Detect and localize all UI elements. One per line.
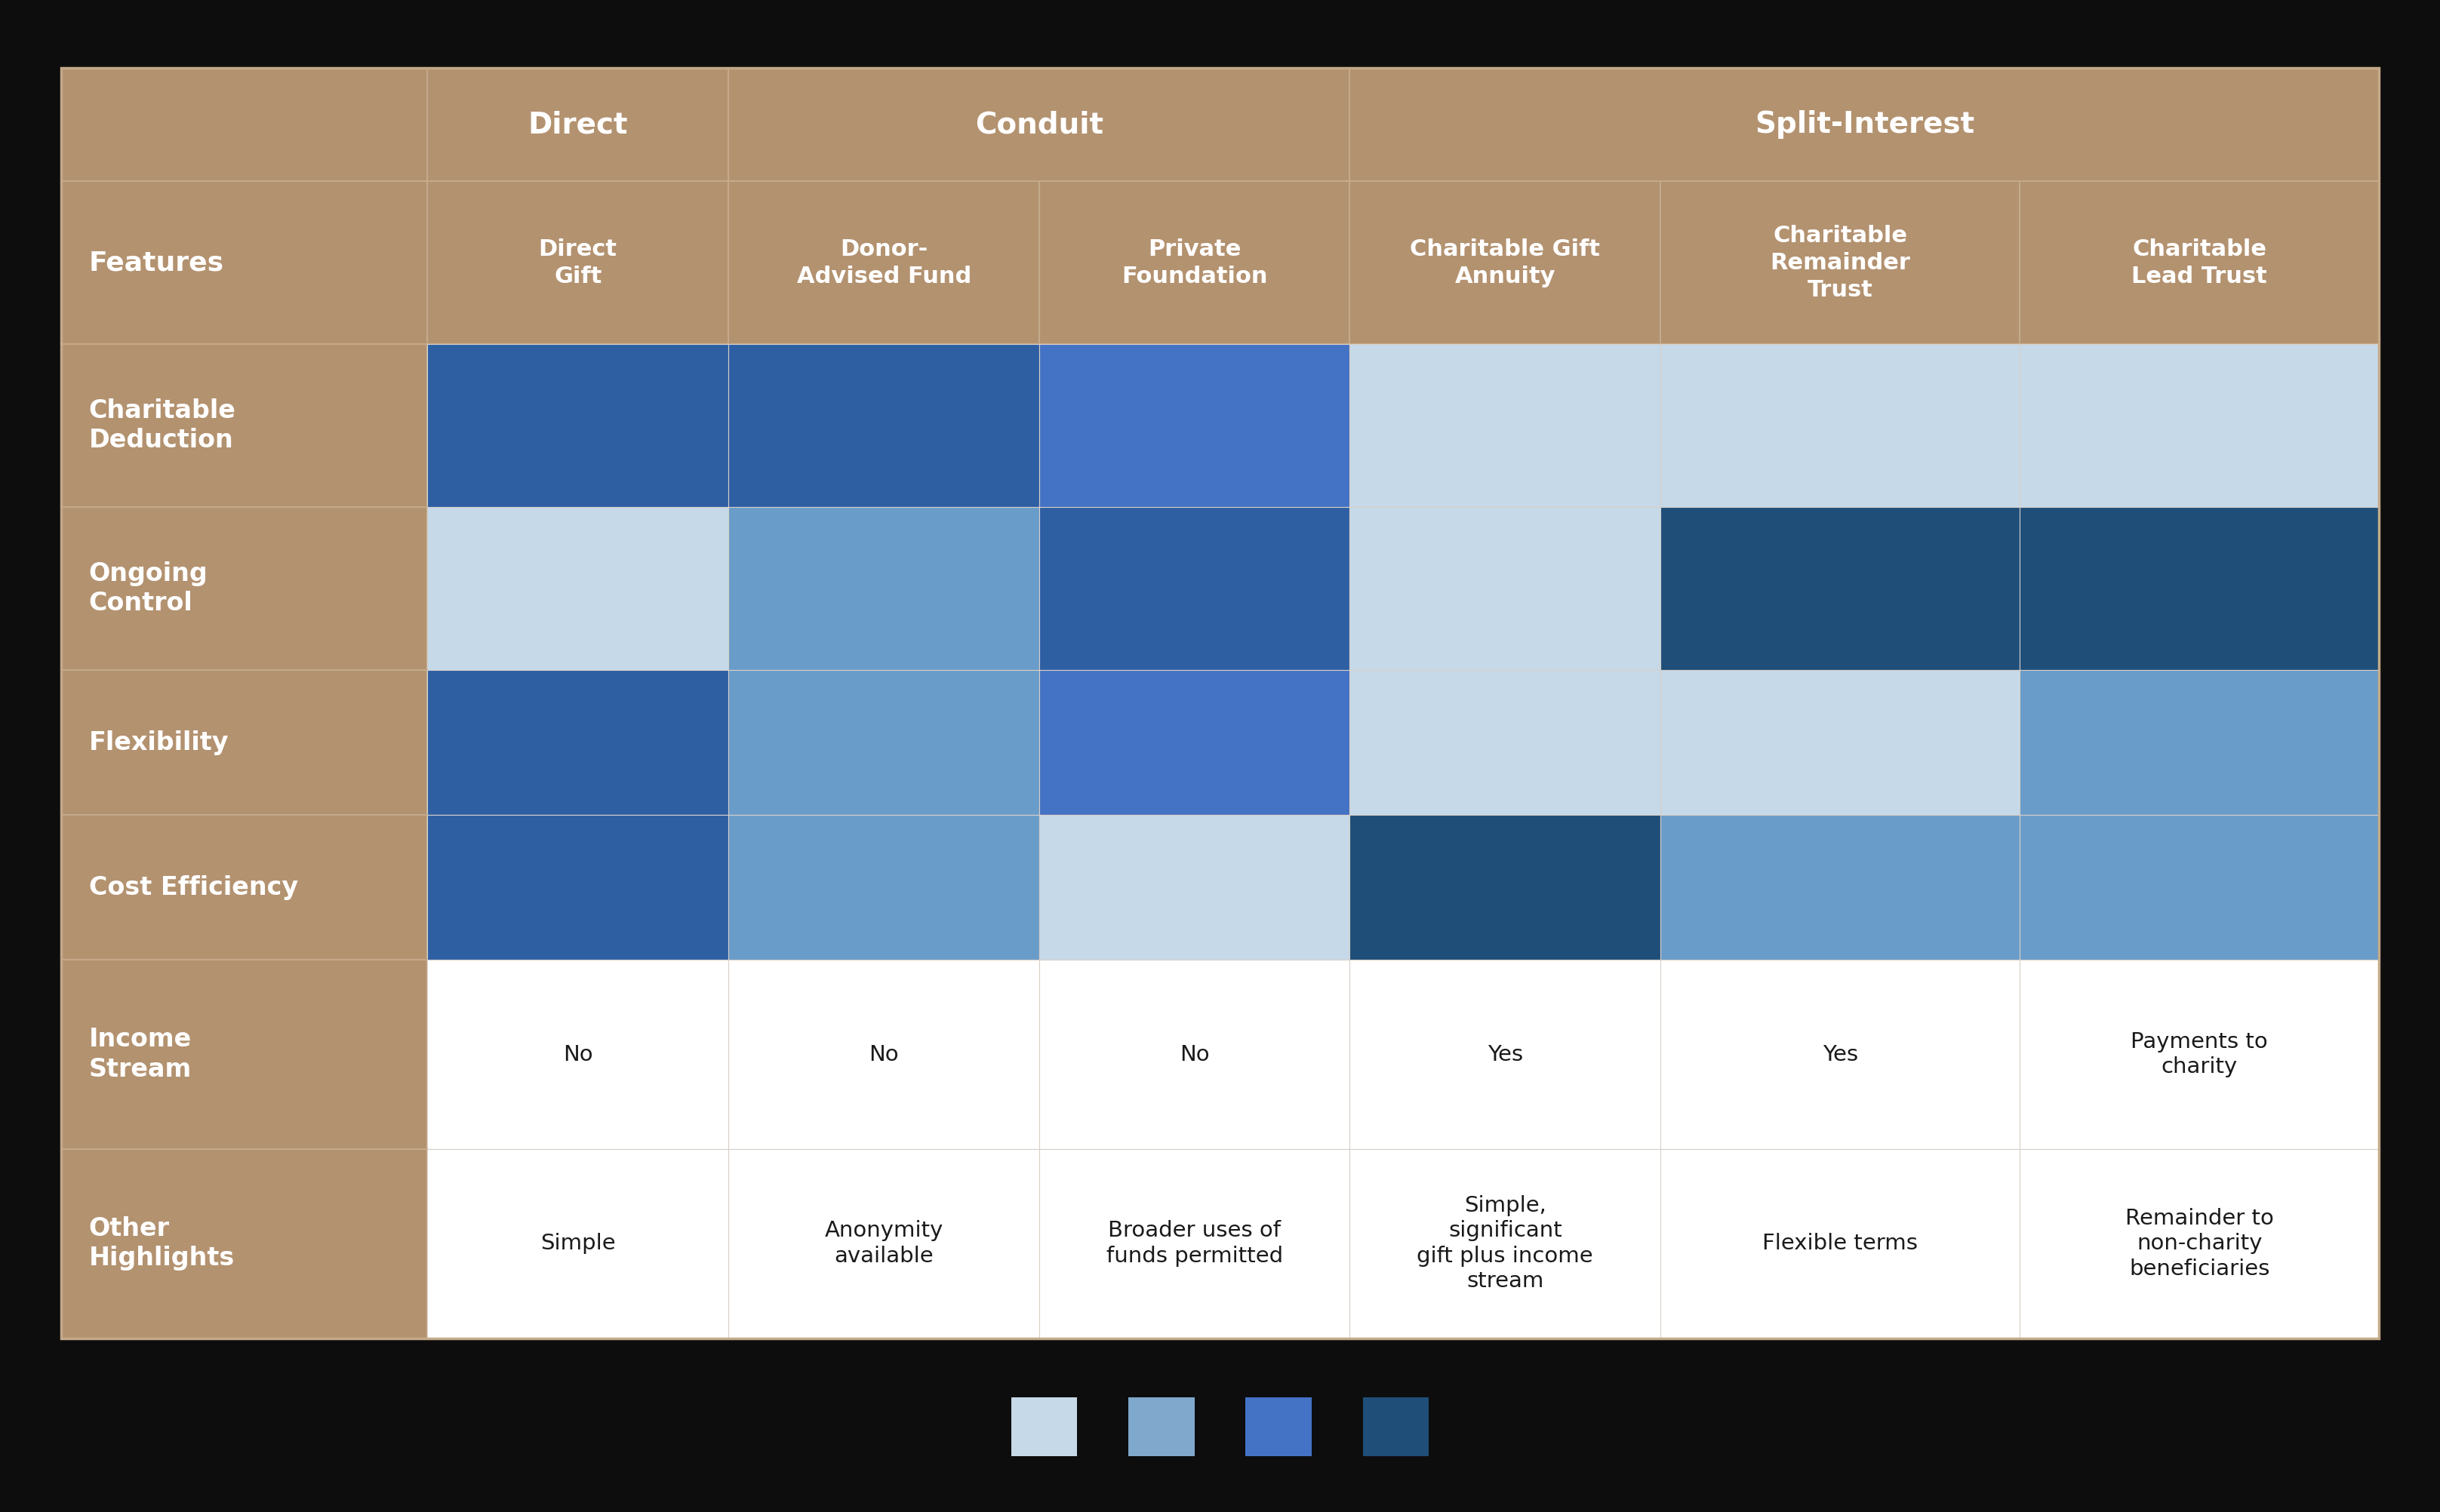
Bar	[427, 670, 730, 815]
Text: Private
Foundation: Private Foundation	[1122, 239, 1266, 287]
Bar	[427, 68, 730, 181]
Bar	[1662, 181, 2020, 345]
Text: No: No	[1179, 1043, 1210, 1064]
Bar	[2020, 507, 2379, 670]
Bar	[1349, 68, 2379, 181]
Bar	[2020, 815, 2379, 960]
Text: Charitable Gift
Annuity: Charitable Gift Annuity	[1410, 239, 1601, 287]
Bar	[1039, 181, 1349, 345]
Text: Simple,
significant
gift plus income
stream: Simple, significant gift plus income str…	[1418, 1194, 1593, 1293]
Text: Income
Stream: Income Stream	[88, 1027, 193, 1081]
Text: No: No	[869, 1043, 898, 1064]
Text: Payments to
charity: Payments to charity	[2130, 1031, 2267, 1078]
Text: Remainder to
non-charity
beneficiaries: Remainder to non-charity beneficiaries	[2125, 1208, 2274, 1279]
Bar	[427, 815, 730, 960]
Text: Direct: Direct	[527, 110, 627, 139]
Bar	[1349, 960, 1662, 1149]
Bar	[61, 507, 427, 670]
Bar	[61, 1149, 427, 1338]
Text: Charitable
Lead Trust: Charitable Lead Trust	[2133, 239, 2267, 287]
Text: Simple: Simple	[539, 1232, 615, 1253]
Bar	[1662, 507, 2020, 670]
Bar	[1349, 815, 1662, 960]
Bar	[1349, 181, 1662, 345]
Bar	[61, 181, 427, 345]
Bar	[61, 68, 427, 181]
Bar	[1349, 1149, 1662, 1338]
Bar	[1362, 1397, 1427, 1456]
Bar	[427, 181, 730, 345]
Bar	[1039, 670, 1349, 815]
Bar	[730, 1149, 1039, 1338]
Text: Broader uses of
funds permitted: Broader uses of funds permitted	[1105, 1220, 1283, 1267]
Bar	[730, 68, 1349, 181]
Bar	[730, 345, 1039, 507]
Bar	[2020, 345, 2379, 507]
Bar	[1662, 1149, 2020, 1338]
Text: Other
Highlights: Other Highlights	[88, 1216, 234, 1272]
Text: Flexibility: Flexibility	[88, 730, 229, 754]
Bar	[427, 1149, 730, 1338]
Bar	[2020, 181, 2379, 345]
Text: Features: Features	[88, 249, 224, 275]
Bar	[427, 345, 730, 507]
Bar	[2020, 1149, 2379, 1338]
Bar	[730, 960, 1039, 1149]
Text: Conduit: Conduit	[976, 110, 1103, 139]
Bar	[1349, 345, 1662, 507]
Bar	[427, 960, 730, 1149]
Text: Yes: Yes	[1488, 1043, 1523, 1064]
Bar	[1244, 1397, 1313, 1456]
Bar	[1662, 345, 2020, 507]
Text: Split-Interest: Split-Interest	[1754, 110, 1974, 139]
Text: No: No	[564, 1043, 593, 1064]
Text: Direct
Gift: Direct Gift	[539, 239, 617, 287]
Bar	[61, 345, 427, 507]
Bar	[730, 670, 1039, 815]
Text: Yes: Yes	[1823, 1043, 1857, 1064]
Text: Cost Efficiency: Cost Efficiency	[88, 875, 298, 900]
Bar	[1127, 1397, 1193, 1456]
Text: Donor-
Advised Fund: Donor- Advised Fund	[795, 239, 971, 287]
Bar	[1010, 1397, 1076, 1456]
Bar	[61, 960, 427, 1149]
Bar	[2020, 960, 2379, 1149]
Bar	[1039, 815, 1349, 960]
Bar	[61, 815, 427, 960]
Bar	[730, 507, 1039, 670]
Bar	[1039, 345, 1349, 507]
Bar	[1349, 670, 1662, 815]
Bar	[730, 815, 1039, 960]
Text: Charitable
Remainder
Trust: Charitable Remainder Trust	[1769, 225, 1911, 301]
Text: Anonymity
available: Anonymity available	[825, 1220, 944, 1267]
Bar	[61, 670, 427, 815]
Text: Ongoing
Control: Ongoing Control	[88, 561, 207, 615]
Bar	[730, 181, 1039, 345]
Bar	[1662, 960, 2020, 1149]
Text: Flexible terms: Flexible terms	[1762, 1232, 1918, 1253]
Bar	[1039, 1149, 1349, 1338]
Bar	[2020, 670, 2379, 815]
Bar	[1662, 670, 2020, 815]
Bar	[1039, 960, 1349, 1149]
Bar	[1662, 815, 2020, 960]
Bar	[427, 507, 730, 670]
Bar	[1349, 507, 1662, 670]
Bar	[1039, 507, 1349, 670]
Text: Charitable
Deduction: Charitable Deduction	[88, 398, 237, 454]
